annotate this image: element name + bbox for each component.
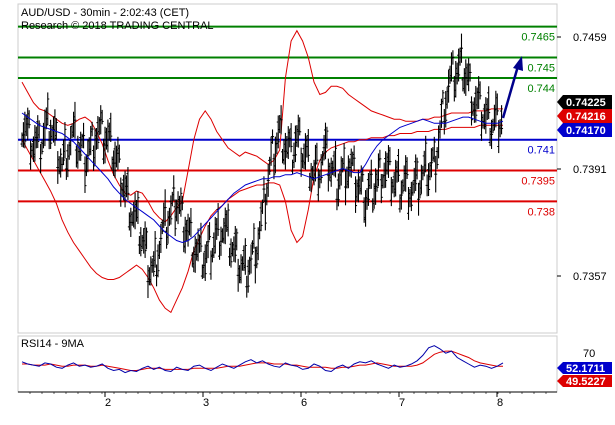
price-badge	[557, 95, 612, 109]
axis-group: 0.7459 0.7391 0.7357 70 2 3 6 7 8	[29, 32, 607, 409]
main-plot-area	[17, 3, 558, 334]
rsi-badge	[557, 375, 612, 387]
level-label: 0.7465	[521, 32, 555, 44]
y-tick-label: 0.7357	[573, 271, 607, 283]
rsi-y-tick-label: 70	[583, 348, 595, 360]
x-tick-label: 7	[399, 397, 405, 409]
level-label: 0.738	[527, 206, 555, 218]
level-label: 0.741	[527, 145, 555, 157]
y-tick-label: 0.7459	[573, 32, 607, 44]
level-label: 0.745	[527, 62, 555, 74]
price-badge-label: 0.74170	[566, 125, 606, 137]
moving-average-line	[21, 112, 504, 244]
price-badge	[557, 123, 612, 137]
level-label: 0.7395	[521, 176, 555, 188]
x-tick-label: 8	[497, 397, 503, 409]
level-label: 0.744	[527, 83, 555, 95]
levels-group: 0.7465 0.745 0.744 0.741 0.7395 0.738	[18, 25, 557, 218]
rsi-line	[21, 345, 504, 374]
chart-title: AUD/USD - 30min - 2:02:43 (CET)	[21, 7, 189, 19]
x-tick-label: 2	[105, 397, 111, 409]
price-badge-label: 0.74225	[566, 97, 606, 109]
bollinger-lower	[21, 124, 503, 314]
x-tick-label: 3	[203, 397, 209, 409]
price-badge	[557, 109, 612, 123]
ma-group	[21, 112, 504, 244]
rsi-badge	[557, 362, 612, 374]
y-tick-label: 0.7391	[573, 164, 607, 176]
rsi-ma-line	[22, 350, 503, 371]
rsi-badge-label: 49.5227	[566, 376, 606, 388]
forecast-arrow	[501, 56, 523, 119]
rsi-label: RSI14 - 9MA	[21, 338, 85, 350]
rsi-badge-label: 52.1711	[566, 363, 605, 375]
price-badge-label: 0.74216	[566, 111, 606, 123]
price-group	[20, 33, 504, 299]
x-tick-label: 6	[301, 397, 307, 409]
research-credit: Research © 2018 TRADING CENTRAL	[21, 20, 214, 32]
rsi-group	[21, 345, 504, 374]
